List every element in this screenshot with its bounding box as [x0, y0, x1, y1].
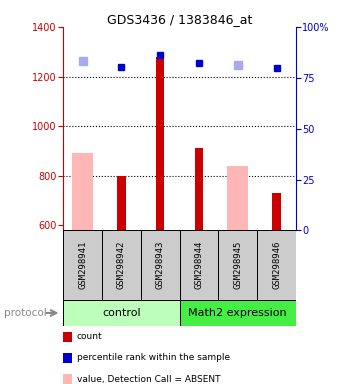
Bar	[195, 149, 203, 230]
Bar	[257, 230, 296, 300]
Bar	[63, 230, 102, 300]
Text: Math2 expression: Math2 expression	[188, 308, 287, 318]
Title: GDS3436 / 1383846_at: GDS3436 / 1383846_at	[107, 13, 252, 26]
Text: count: count	[77, 332, 103, 341]
Text: GSM298945: GSM298945	[233, 241, 242, 289]
Bar	[156, 57, 165, 230]
Text: control: control	[102, 308, 141, 318]
Text: GSM298946: GSM298946	[272, 241, 281, 289]
Bar	[141, 230, 180, 300]
Text: GSM298942: GSM298942	[117, 241, 126, 289]
Bar	[102, 230, 141, 300]
Bar	[180, 300, 296, 326]
Text: value, Detection Call = ABSENT: value, Detection Call = ABSENT	[77, 374, 221, 384]
Bar	[272, 193, 281, 230]
Text: GSM298941: GSM298941	[78, 241, 87, 289]
Bar	[72, 153, 93, 230]
Text: GSM298943: GSM298943	[156, 241, 165, 289]
Bar	[227, 166, 248, 230]
Bar	[117, 176, 126, 230]
Text: percentile rank within the sample: percentile rank within the sample	[77, 353, 230, 362]
Bar	[218, 230, 257, 300]
Text: GSM298944: GSM298944	[195, 241, 204, 289]
Bar	[180, 230, 218, 300]
Bar	[63, 300, 180, 326]
Text: protocol: protocol	[4, 308, 46, 318]
